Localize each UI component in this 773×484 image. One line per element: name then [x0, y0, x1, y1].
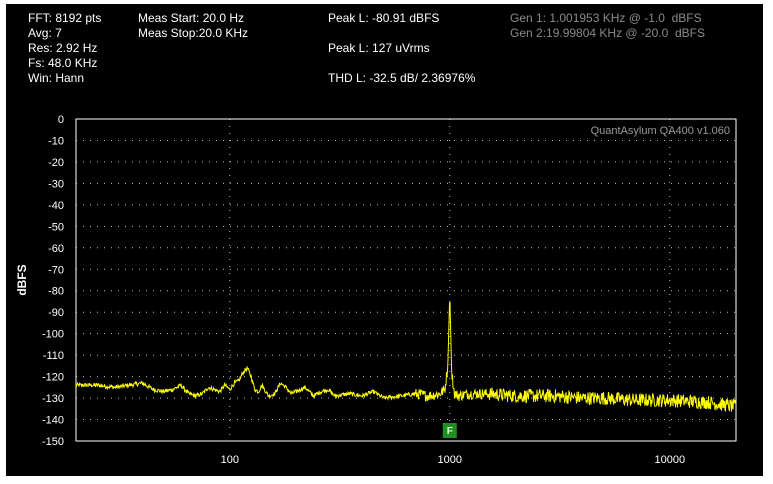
meas-stop-readout: Meas Stop:20.0 KHz — [138, 26, 249, 40]
y-tick-label: -60 — [48, 243, 64, 255]
y-tick-label: -140 — [42, 415, 64, 427]
y-tick-label: -130 — [42, 393, 64, 405]
thd-readout: THD L: -32.5 dB/ 2.36976% — [328, 71, 476, 85]
y-tick-label: -100 — [42, 329, 64, 341]
x-tick-label: 10000 — [654, 454, 685, 466]
y-axis-label: dBFS — [15, 264, 29, 295]
y-tick-label: -90 — [48, 307, 64, 319]
brand-label: QuantAsylum QA400 v1.060 — [591, 125, 730, 137]
resolution-readout: Res: 2.92 Hz — [28, 41, 98, 55]
y-tick-label: -120 — [42, 372, 64, 384]
spectrum-chart: 0 -10 -20 -30 -40 -50 -60 -70 -80 -90 -100 -110 -120… — [15, 114, 737, 466]
plot-frame — [75, 118, 737, 442]
x-tick-label: 100 — [221, 454, 239, 466]
fundamental-marker[interactable]: F — [442, 423, 457, 438]
y-tick-label: -40 — [48, 200, 64, 212]
y-axis-ticks: 0 -10 -20 -30 -40 -50 -60 -70 -80 -90 -100 -110 -120… — [42, 114, 64, 448]
y-tick-label: -70 — [48, 264, 64, 276]
y-tick-label: -50 — [48, 221, 64, 233]
y-tick-label: -150 — [42, 436, 64, 448]
y-tick-label: -80 — [48, 286, 64, 298]
generator-2-readout: Gen 2:19.99804 KHz @ -20.0 dBFS — [510, 26, 705, 40]
average-readout: Avg: 7 — [28, 26, 62, 40]
y-tick-label: -30 — [48, 178, 64, 190]
x-tick-label: 1000 — [438, 454, 462, 466]
spectrum-trace — [75, 300, 737, 412]
fundamental-marker-box — [442, 423, 457, 438]
peak-vrms-readout: Peak L: 127 uVrms — [328, 41, 430, 55]
peak-dbfs-readout: Peak L: -80.91 dBFS — [328, 11, 440, 25]
fft-size-readout: FFT: 8192 pts — [28, 11, 102, 25]
spectrum-display: FFT: 8192 pts Avg: 7 Res: 2.92 Hz Fs: 48… — [6, 4, 763, 476]
y-tick-label: -10 — [48, 135, 64, 147]
meas-start-readout: Meas Start: 20.0 Hz — [138, 11, 245, 25]
y-tick-label: 0 — [58, 114, 64, 126]
x-axis-ticks: 100 1000 10000 — [221, 454, 685, 466]
window-readout: Win: Hann — [28, 71, 85, 85]
fundamental-marker-label: F — [447, 426, 453, 437]
y-tick-label: -110 — [43, 350, 64, 362]
generator-1-readout: Gen 1: 1.001953 KHz @ -1.0 dBFS — [510, 11, 702, 25]
sample-rate-readout: Fs: 48.0 KHz — [28, 56, 98, 70]
y-tick-label: -20 — [48, 157, 64, 169]
grid — [76, 119, 736, 441]
